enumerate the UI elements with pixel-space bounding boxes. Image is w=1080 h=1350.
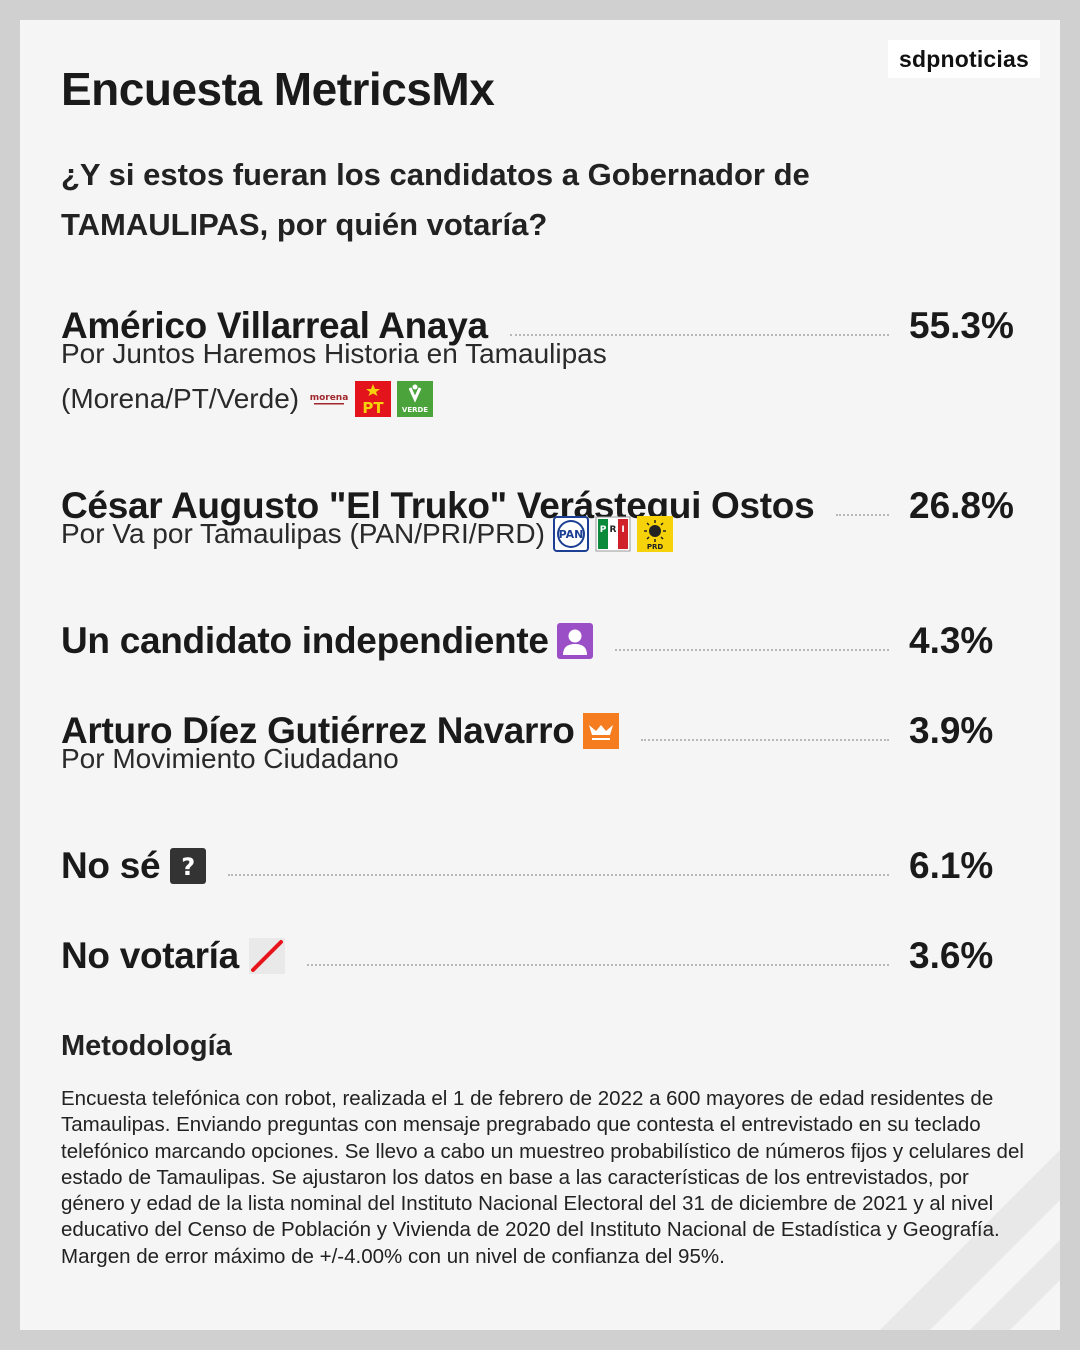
result-row-cesar: César Augusto "El Truko" Verástegui Osto…: [61, 482, 1019, 530]
movimiento-ciudadano-logo: [582, 713, 619, 749]
no-vote-icon: [248, 938, 285, 974]
candidate-name: Un candidato independiente: [61, 620, 549, 661]
question-icon: ?: [170, 848, 207, 884]
verde-logo: VERDE: [397, 381, 434, 417]
candidate-percent: 26.8%: [909, 485, 1014, 526]
result-row-no-votaria: No votaría 3.6%: [61, 932, 1019, 980]
svg-text:PAN: PAN: [559, 528, 584, 541]
candidate-percent: 4.3%: [909, 620, 994, 661]
candidate-name-wrap: No votaría: [61, 935, 285, 977]
poll-card: sdpnoticias Encuesta MetricsMx ¿Y si est…: [20, 20, 1060, 1330]
candidate-name: No votaría: [61, 935, 239, 976]
coalition-parties-label: (Morena/PT/Verde): [61, 383, 300, 414]
result-row-arturo: Arturo Díez Gutiérrez Navarro 3.9%: [61, 707, 1019, 755]
svg-text:PT: PT: [362, 399, 384, 417]
svg-text:?: ?: [181, 853, 195, 881]
pan-logo: PAN: [552, 516, 589, 552]
candidate-percent: 6.1%: [909, 845, 994, 886]
dotted-leader: [836, 514, 889, 516]
party-label: Por Movimiento Ciudadano: [61, 743, 399, 774]
result-row-americo: Américo Villarreal Anaya 55.3%: [61, 302, 1019, 350]
dotted-leader: [306, 964, 889, 966]
brand-logo: sdpnoticias: [888, 40, 1040, 78]
candidate-name: César Augusto "El Truko" Verástegui Osto…: [61, 485, 815, 526]
morena-logo: morena: [309, 381, 349, 417]
svg-text:VERDE: VERDE: [402, 406, 428, 414]
coalition-parties-line: (Morena/PT/Verde) morena PT VERDE: [61, 379, 434, 419]
candidate-name: Arturo Díez Gutiérrez Navarro: [61, 710, 575, 751]
svg-text:I: I: [621, 525, 624, 535]
dotted-leader: [640, 739, 889, 741]
methodology-text: Encuesta telefónica con robot, realizada…: [61, 1087, 1024, 1268]
candidate-name: Américo Villarreal Anaya: [61, 305, 488, 346]
candidate-percent: 3.6%: [909, 935, 994, 976]
prd-logo: PRD: [636, 516, 673, 552]
dotted-leader: [509, 334, 889, 336]
result-row-independiente: Un candidato independiente 4.3%: [61, 617, 1019, 665]
candidate-name: No sé: [61, 845, 161, 886]
party-line: Por Movimiento Ciudadano: [61, 739, 399, 779]
pri-logo: P R I: [595, 516, 631, 552]
candidate-name-wrap: Arturo Díez Gutiérrez Navarro: [61, 710, 619, 752]
candidate-name-wrap: Un candidato independiente: [61, 620, 593, 662]
dotted-leader: [614, 649, 889, 651]
methodology-title: Metodología: [61, 1030, 232, 1062]
candidate-percent: 3.9%: [909, 710, 994, 751]
poll-question: ¿Y si estos fueran los candidatos a Gobe…: [61, 157, 810, 242]
svg-text:PRD: PRD: [647, 543, 664, 551]
svg-text:P: P: [600, 525, 607, 535]
candidate-percent: 55.3%: [909, 305, 1014, 346]
svg-text:morena: morena: [310, 393, 348, 403]
coalition-line: Por Va por Tamaulipas (PAN/PRI/PRD) PAN …: [61, 514, 673, 554]
page-title: Encuesta MetricsMx: [61, 63, 495, 115]
dotted-leader: [228, 874, 889, 876]
result-row-no-se: No sé ? 6.1%: [61, 842, 1019, 890]
candidate-name-wrap: No sé ?: [61, 845, 207, 887]
person-icon: [556, 623, 593, 659]
coalition-label: Por Juntos Haremos Historia en Tamaulipa…: [61, 338, 607, 369]
pt-logo: PT: [355, 381, 392, 417]
svg-text:R: R: [609, 525, 616, 535]
coalition-line: Por Juntos Haremos Historia en Tamaulipa…: [61, 334, 607, 374]
coalition-label: Por Va por Tamaulipas (PAN/PRI/PRD): [61, 518, 545, 549]
